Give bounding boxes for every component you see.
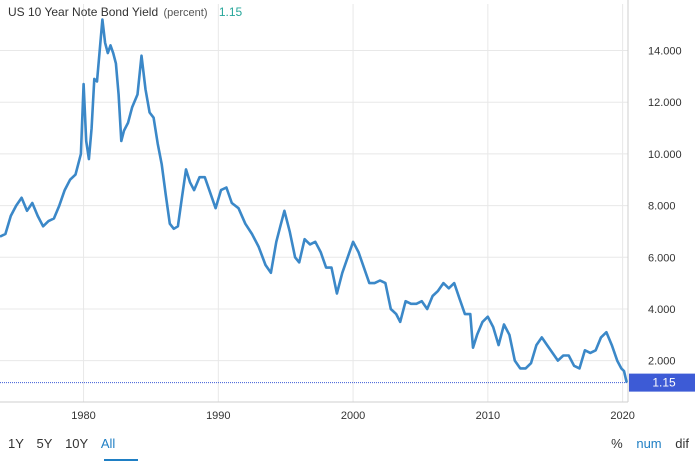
- x-tick-label: 1990: [206, 410, 230, 422]
- y-tick-label: 2.000: [648, 356, 676, 368]
- y-tick-label: 6.000: [648, 252, 676, 264]
- range-button-5y[interactable]: 5Y: [36, 436, 53, 451]
- chart-title-text: US 10 Year Note Bond Yield: [8, 5, 159, 19]
- y-tick-label: 10.000: [648, 149, 682, 161]
- mode-button-percent[interactable]: %: [611, 436, 623, 451]
- mode-button-dif[interactable]: dif: [675, 436, 689, 451]
- range-active-indicator: [104, 459, 138, 461]
- y-tick-label: 4.000: [648, 304, 676, 316]
- last-value-marker: [629, 373, 695, 392]
- chart-unit: (percent): [163, 7, 208, 19]
- last-value-marker-label: 1.15: [652, 376, 676, 390]
- x-tick-label: 2000: [341, 410, 365, 422]
- x-tick-label: 1980: [71, 410, 95, 422]
- y-tick-label: 8.000: [648, 201, 676, 213]
- range-button-all[interactable]: All: [100, 436, 116, 451]
- mode-selector: % num dif: [601, 436, 689, 451]
- x-tick-label: 2020: [610, 410, 634, 422]
- y-tick-label: 12.000: [648, 97, 682, 109]
- chart-title: US 10 Year Note Bond Yield (percent) 1.1…: [8, 5, 242, 19]
- mode-button-num[interactable]: num: [636, 436, 662, 451]
- range-button-10y[interactable]: 10Y: [65, 436, 89, 451]
- last-value-readout: 1.15: [218, 5, 243, 19]
- y-tick-label: 14.000: [648, 46, 682, 58]
- range-selector: 1Y 5Y 10Y All: [8, 436, 124, 451]
- range-button-1y[interactable]: 1Y: [8, 436, 24, 451]
- x-tick-label: 2010: [476, 410, 500, 422]
- series-line: [0, 18, 628, 383]
